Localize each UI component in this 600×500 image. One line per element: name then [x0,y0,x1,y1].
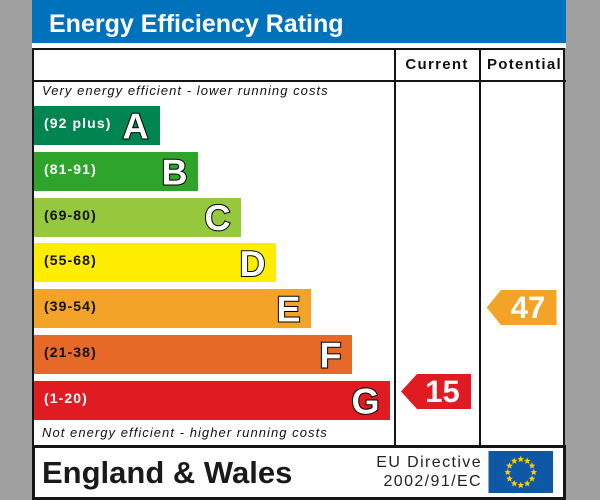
svg-text:C: C [205,197,231,238]
svg-text:G: G [351,380,379,421]
svg-text:B: B [162,151,188,192]
svg-text:15: 15 [425,374,459,409]
svg-text:A: A [123,106,149,147]
svg-text:D: D [240,243,266,284]
svg-text:E: E [276,289,300,330]
svg-text:47: 47 [511,290,545,325]
svg-text:F: F [320,335,342,376]
